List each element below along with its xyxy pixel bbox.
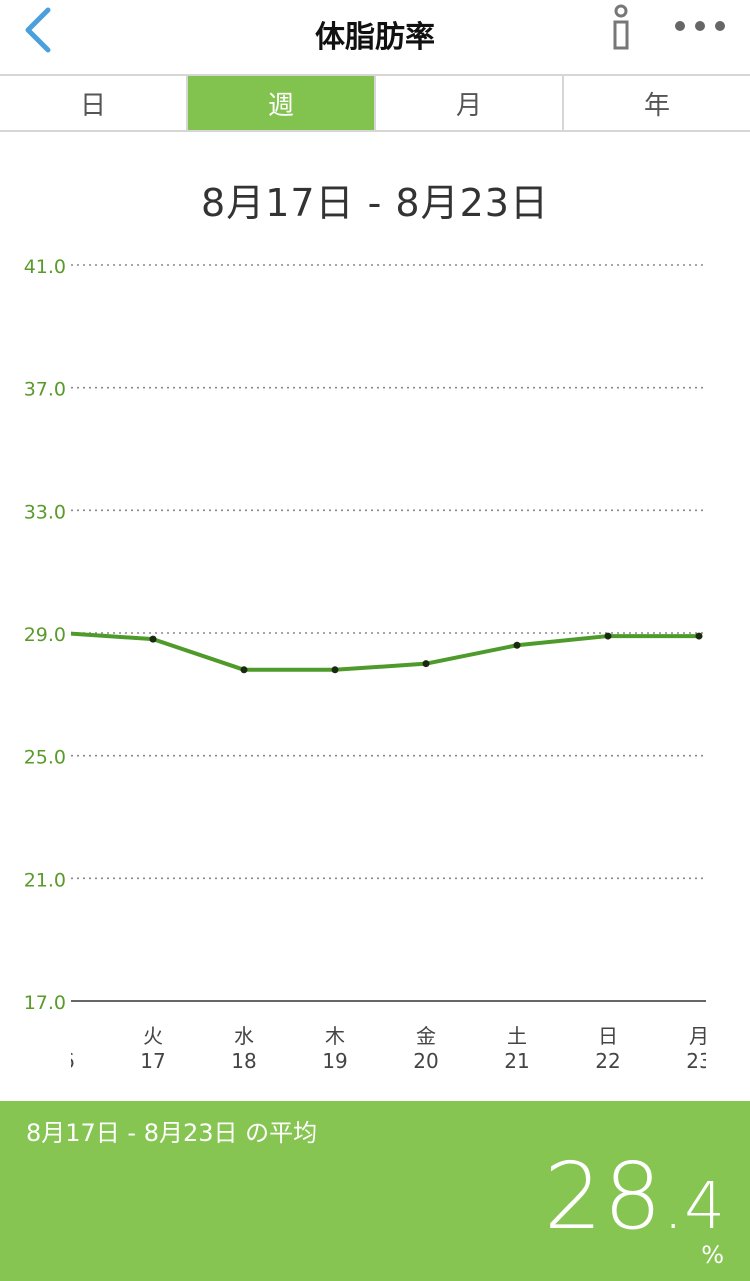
- tab-label: 日: [79, 90, 106, 121]
- average-label: 8月17日 - 8月23日 の平均: [26, 1119, 318, 1147]
- more-icon: [675, 21, 725, 31]
- series-line: [71, 631, 699, 672]
- y-tick-label: 29.0: [24, 624, 66, 646]
- average-summary: 8月17日 - 8月23日 の平均 28.4 %: [0, 1101, 750, 1281]
- average-value: 28.4: [544, 1143, 726, 1250]
- tab-day[interactable]: 日: [0, 76, 188, 130]
- data-point: [604, 632, 612, 640]
- y-tick-label: 41.0: [24, 256, 66, 278]
- x-tick-day: 17: [140, 1049, 165, 1073]
- x-tick-weekday: 水: [234, 1024, 254, 1048]
- x-tick-weekday: 月: [689, 1024, 709, 1048]
- tab-label: 年: [643, 90, 670, 121]
- x-tick-day: 16: [49, 1049, 74, 1073]
- y-tick-label: 37.0: [24, 379, 66, 401]
- x-axis-labels: 16 火17 水18 木19 金20 土21 日22 月23: [49, 1024, 711, 1073]
- x-tick-weekday: 金: [416, 1024, 436, 1048]
- x-tick-day: 23: [686, 1049, 711, 1073]
- x-tick-weekday: 木: [325, 1024, 345, 1048]
- data-point: [695, 632, 703, 640]
- data-point: [331, 666, 339, 674]
- y-tick-label: 17.0: [24, 992, 66, 1014]
- tab-week[interactable]: 週: [188, 76, 376, 130]
- series-group: [71, 631, 703, 674]
- x-tick-day: 19: [322, 1049, 347, 1073]
- tab-month[interactable]: 月: [376, 76, 564, 130]
- x-tick-day: 18: [231, 1049, 256, 1073]
- average-unit: %: [701, 1241, 724, 1269]
- y-tick-label: 21.0: [24, 869, 66, 891]
- date-range-title: 8月17日 - 8月23日: [201, 181, 549, 225]
- x-tick-day: 20: [413, 1049, 438, 1073]
- x-tick-day: 22: [595, 1049, 620, 1073]
- tab-year[interactable]: 年: [564, 76, 750, 130]
- tab-label: 週: [267, 90, 294, 121]
- body-fat-line-chart: 41.0 37.0 33.0 29.0 25.0 21.0 17.0 16 火17 水18 木19 金…: [24, 256, 711, 1073]
- data-point: [149, 635, 157, 643]
- y-tick-label: 33.0: [24, 501, 66, 523]
- period-tabs: 日 週 月 年: [0, 76, 750, 132]
- chevron-left-icon: [25, 7, 51, 53]
- x-tick-day: 21: [504, 1049, 529, 1073]
- x-tick-weekday: 日: [598, 1024, 618, 1048]
- average-value-decimal: .4: [662, 1170, 726, 1244]
- info-button[interactable]: [604, 2, 638, 54]
- page-title: 体脂肪率: [315, 20, 435, 55]
- data-point: [240, 666, 248, 674]
- data-point: [422, 660, 430, 668]
- y-tick-label: 25.0: [24, 747, 66, 769]
- average-value-int: 28: [543, 1143, 663, 1250]
- more-button[interactable]: [668, 8, 732, 48]
- x-tick-weekday: 火: [143, 1024, 163, 1048]
- info-icon: [613, 4, 629, 50]
- nav-bar: 体脂肪率: [0, 0, 750, 76]
- tab-label: 月: [455, 90, 482, 121]
- x-tick-weekday: 土: [507, 1024, 527, 1048]
- data-point: [513, 641, 521, 649]
- back-button[interactable]: [16, 4, 66, 54]
